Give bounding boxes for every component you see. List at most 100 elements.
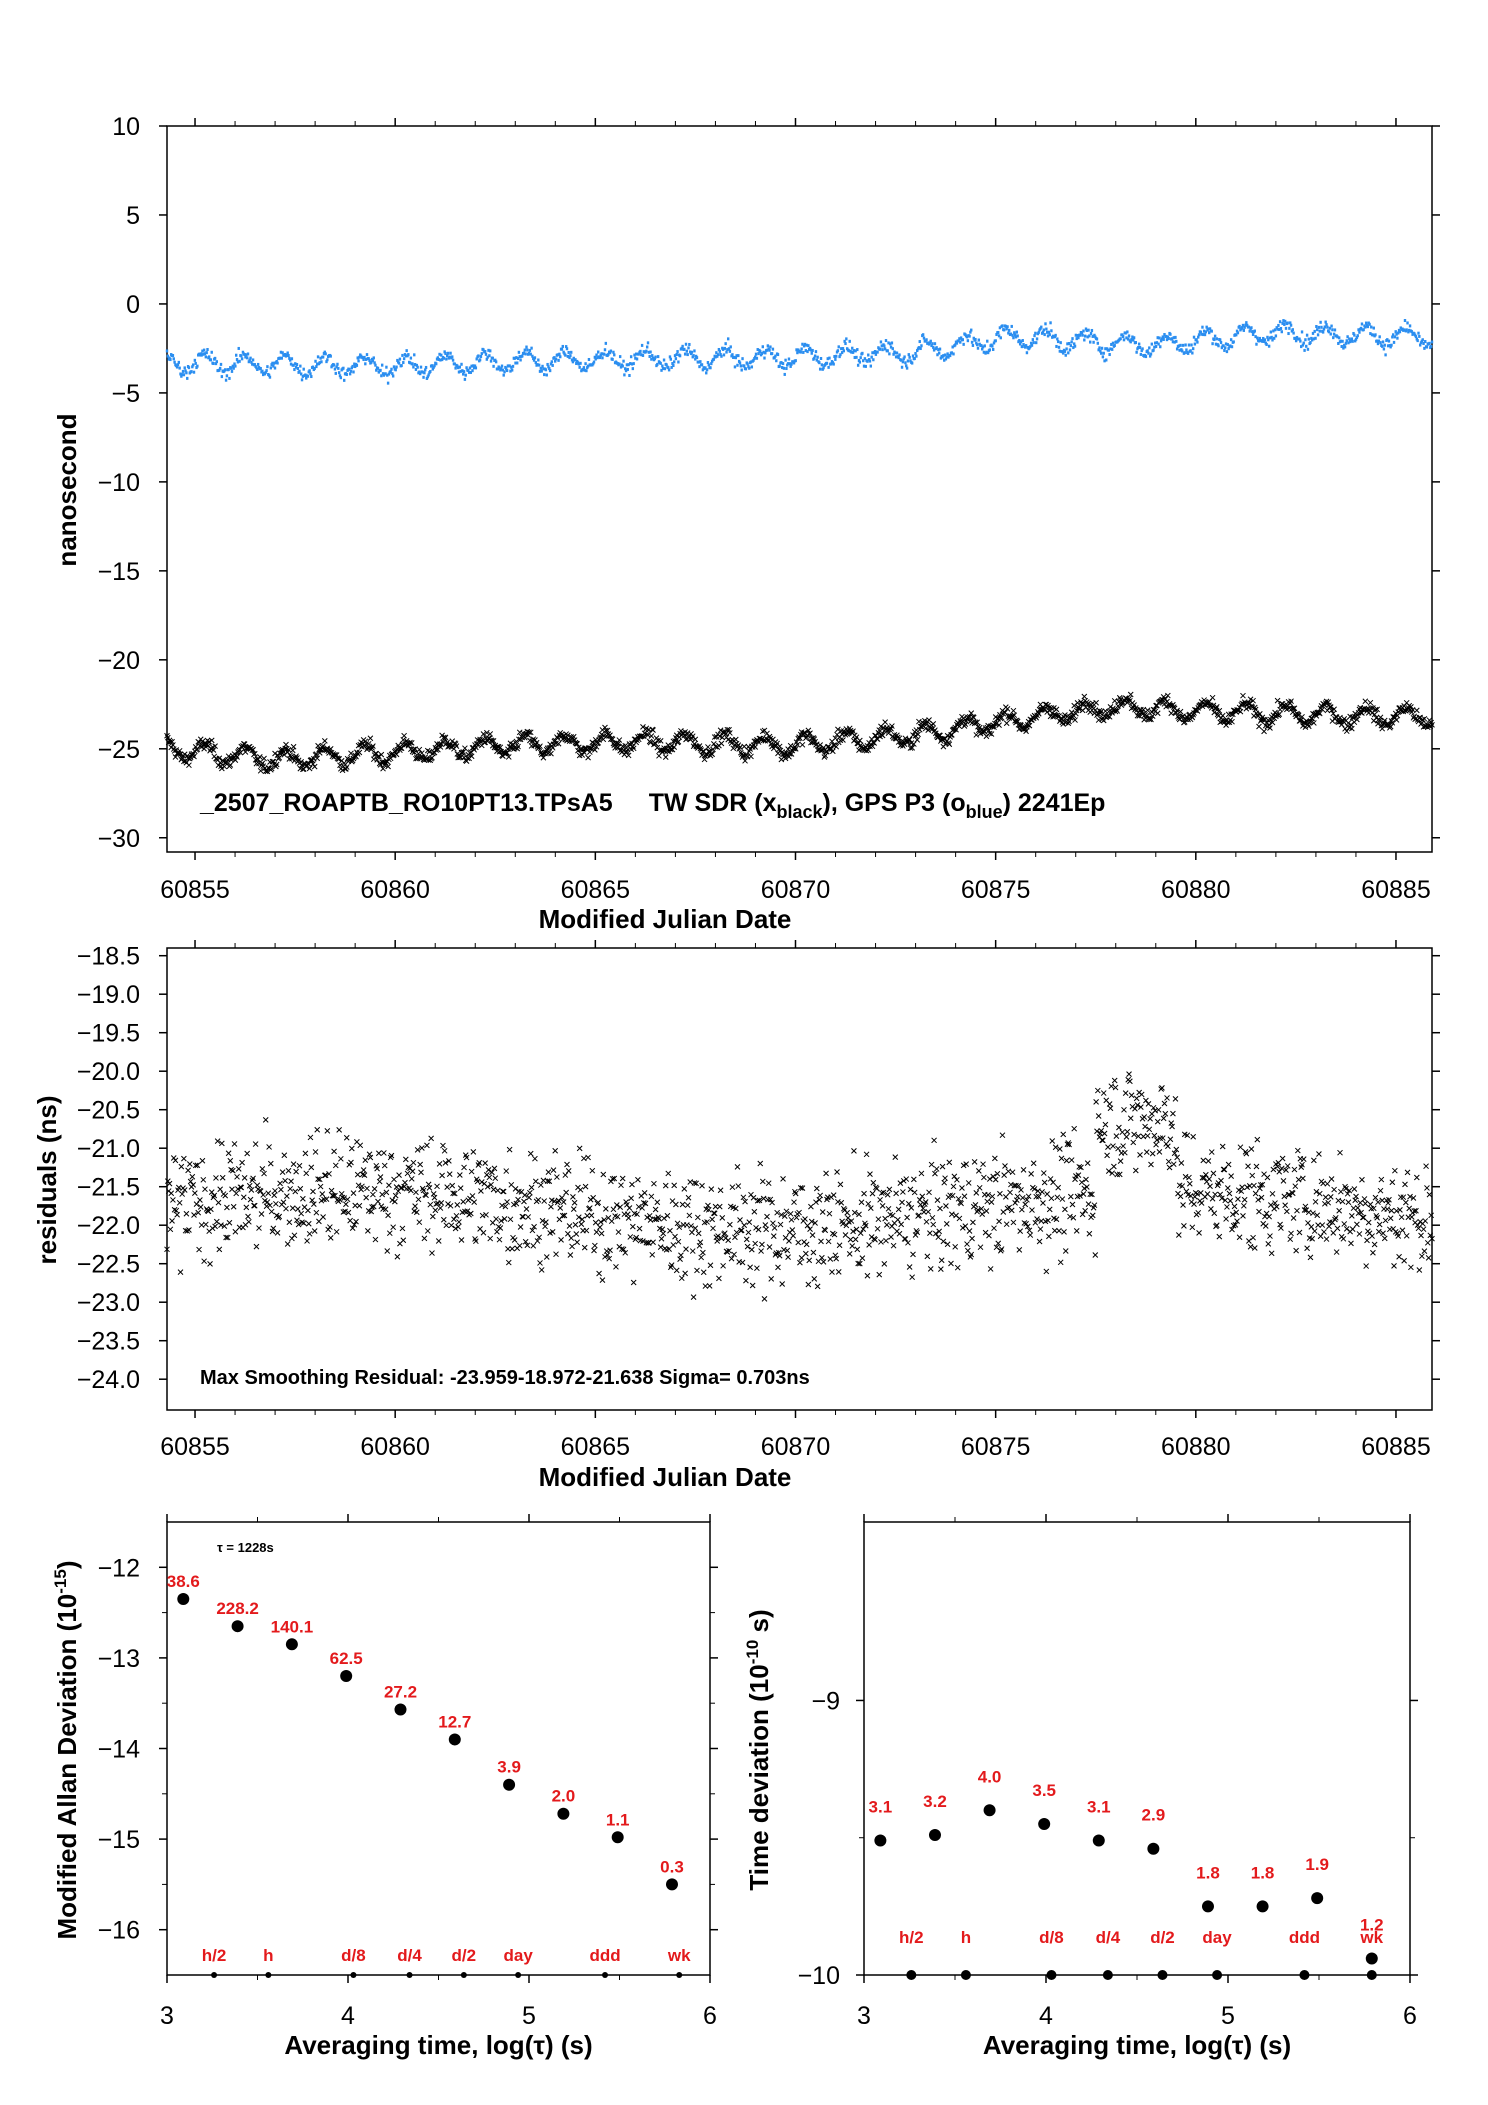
tw-sdr-point xyxy=(1109,710,1116,716)
residual-point xyxy=(1375,1228,1382,1235)
gps-p3-point xyxy=(1197,333,1201,337)
gps-p3-point xyxy=(763,356,766,360)
gps-p3-point xyxy=(894,351,897,355)
tw-sdr-point xyxy=(645,732,651,739)
tw-sdr-point xyxy=(692,736,699,743)
gps-p3-point xyxy=(1235,333,1238,337)
residual-point xyxy=(1063,1157,1070,1164)
residual-point xyxy=(592,1219,599,1226)
residual-point xyxy=(201,1258,207,1265)
residual-point xyxy=(386,1230,393,1237)
residual-point xyxy=(1310,1157,1317,1164)
gps-p3-point xyxy=(618,362,621,366)
residual-point xyxy=(1014,1193,1021,1200)
residual-point xyxy=(648,1193,655,1200)
residual-point xyxy=(1168,1120,1175,1127)
residual-point xyxy=(589,1167,596,1174)
gps-p3-point xyxy=(959,336,963,340)
residual-point xyxy=(700,1269,707,1276)
tw-sdr-point xyxy=(487,731,494,737)
residual-point xyxy=(250,1175,256,1182)
residual-point xyxy=(1316,1190,1323,1197)
gps-p3-point xyxy=(306,374,310,378)
residual-point xyxy=(262,1117,269,1123)
gps-p3-point xyxy=(769,345,772,349)
residual-point xyxy=(1065,1140,1072,1146)
residual-point xyxy=(1236,1234,1243,1241)
gps-p3-point xyxy=(1141,347,1144,351)
gps-p3-point xyxy=(613,353,616,357)
gps-p3-point xyxy=(1393,335,1397,339)
gps-p3-point xyxy=(736,363,739,367)
gps-p3-point xyxy=(546,362,549,366)
residual-point xyxy=(323,1196,330,1202)
gps-p3-point xyxy=(533,356,537,360)
residual-point xyxy=(764,1213,770,1220)
tw-sdr-point xyxy=(951,726,958,732)
gps-p3-point xyxy=(558,352,561,356)
y-tick-label: −9 xyxy=(811,1687,840,1715)
residual-point xyxy=(316,1176,323,1183)
residual-point xyxy=(531,1223,537,1230)
residual-point xyxy=(732,1205,739,1212)
residual-point xyxy=(174,1211,180,1218)
residual-point xyxy=(849,1243,856,1249)
gps-p3-point xyxy=(203,352,207,356)
gps-p3-point xyxy=(397,361,401,365)
gps-p3-point xyxy=(656,355,660,359)
gps-p3-point xyxy=(556,353,559,357)
gps-p3-point xyxy=(628,373,631,377)
gps-p3-point xyxy=(1406,321,1409,325)
residual-point xyxy=(819,1209,826,1215)
residual-point xyxy=(1170,1110,1176,1117)
tw-sdr-point xyxy=(276,754,283,761)
gps-p3-point xyxy=(1301,343,1305,347)
residual-point xyxy=(1338,1188,1344,1195)
residual-point xyxy=(565,1167,572,1174)
residual-point xyxy=(488,1181,494,1188)
residual-point xyxy=(798,1255,805,1261)
gps-p3-point xyxy=(484,352,488,356)
residual-point xyxy=(316,1218,322,1225)
gps-p3-point xyxy=(205,351,208,355)
residual-point xyxy=(1050,1179,1056,1186)
gps-p3-point xyxy=(1251,330,1254,334)
residual-point xyxy=(283,1205,289,1212)
residual-point xyxy=(1359,1214,1366,1221)
residual-point xyxy=(221,1223,228,1230)
gps-p3-point xyxy=(1080,331,1083,335)
residual-point xyxy=(1047,1176,1054,1182)
residual-point xyxy=(194,1162,201,1169)
residual-point xyxy=(304,1238,310,1244)
residual-point xyxy=(1060,1131,1067,1138)
residual-point xyxy=(741,1222,748,1229)
y-tick-label: −21.5 xyxy=(77,1174,140,1202)
gps-p3-point xyxy=(1091,334,1094,338)
gps-p3-point xyxy=(838,355,841,359)
gps-p3-point xyxy=(677,360,680,364)
gps-p3-point xyxy=(518,355,521,359)
gps-p3-point xyxy=(891,347,894,351)
gps-p3-point xyxy=(570,358,574,362)
residual-point xyxy=(959,1225,966,1231)
tw-sdr-point xyxy=(1010,707,1017,714)
gps-p3-point xyxy=(966,339,970,343)
tw-sdr-point xyxy=(370,743,376,749)
gps-p3-point xyxy=(186,376,189,380)
residual-point xyxy=(502,1203,509,1210)
gps-p3-point xyxy=(650,357,653,361)
gps-p3-point xyxy=(654,355,657,359)
residual-point xyxy=(814,1283,821,1290)
gps-p3-point xyxy=(516,361,519,365)
gps-p3-point xyxy=(1318,329,1321,333)
tw-sdr-point xyxy=(232,757,239,763)
gps-p3-point xyxy=(611,357,614,361)
gps-p3-point xyxy=(372,356,375,360)
gps-p3-point xyxy=(181,369,185,373)
residual-point xyxy=(429,1213,436,1220)
gps-p3-point xyxy=(1224,342,1228,346)
annotation-gps: ), GPS P3 (o xyxy=(823,789,966,817)
gps-p3-point xyxy=(879,340,883,344)
gps-p3-point xyxy=(1029,345,1032,349)
residual-point xyxy=(435,1238,442,1244)
